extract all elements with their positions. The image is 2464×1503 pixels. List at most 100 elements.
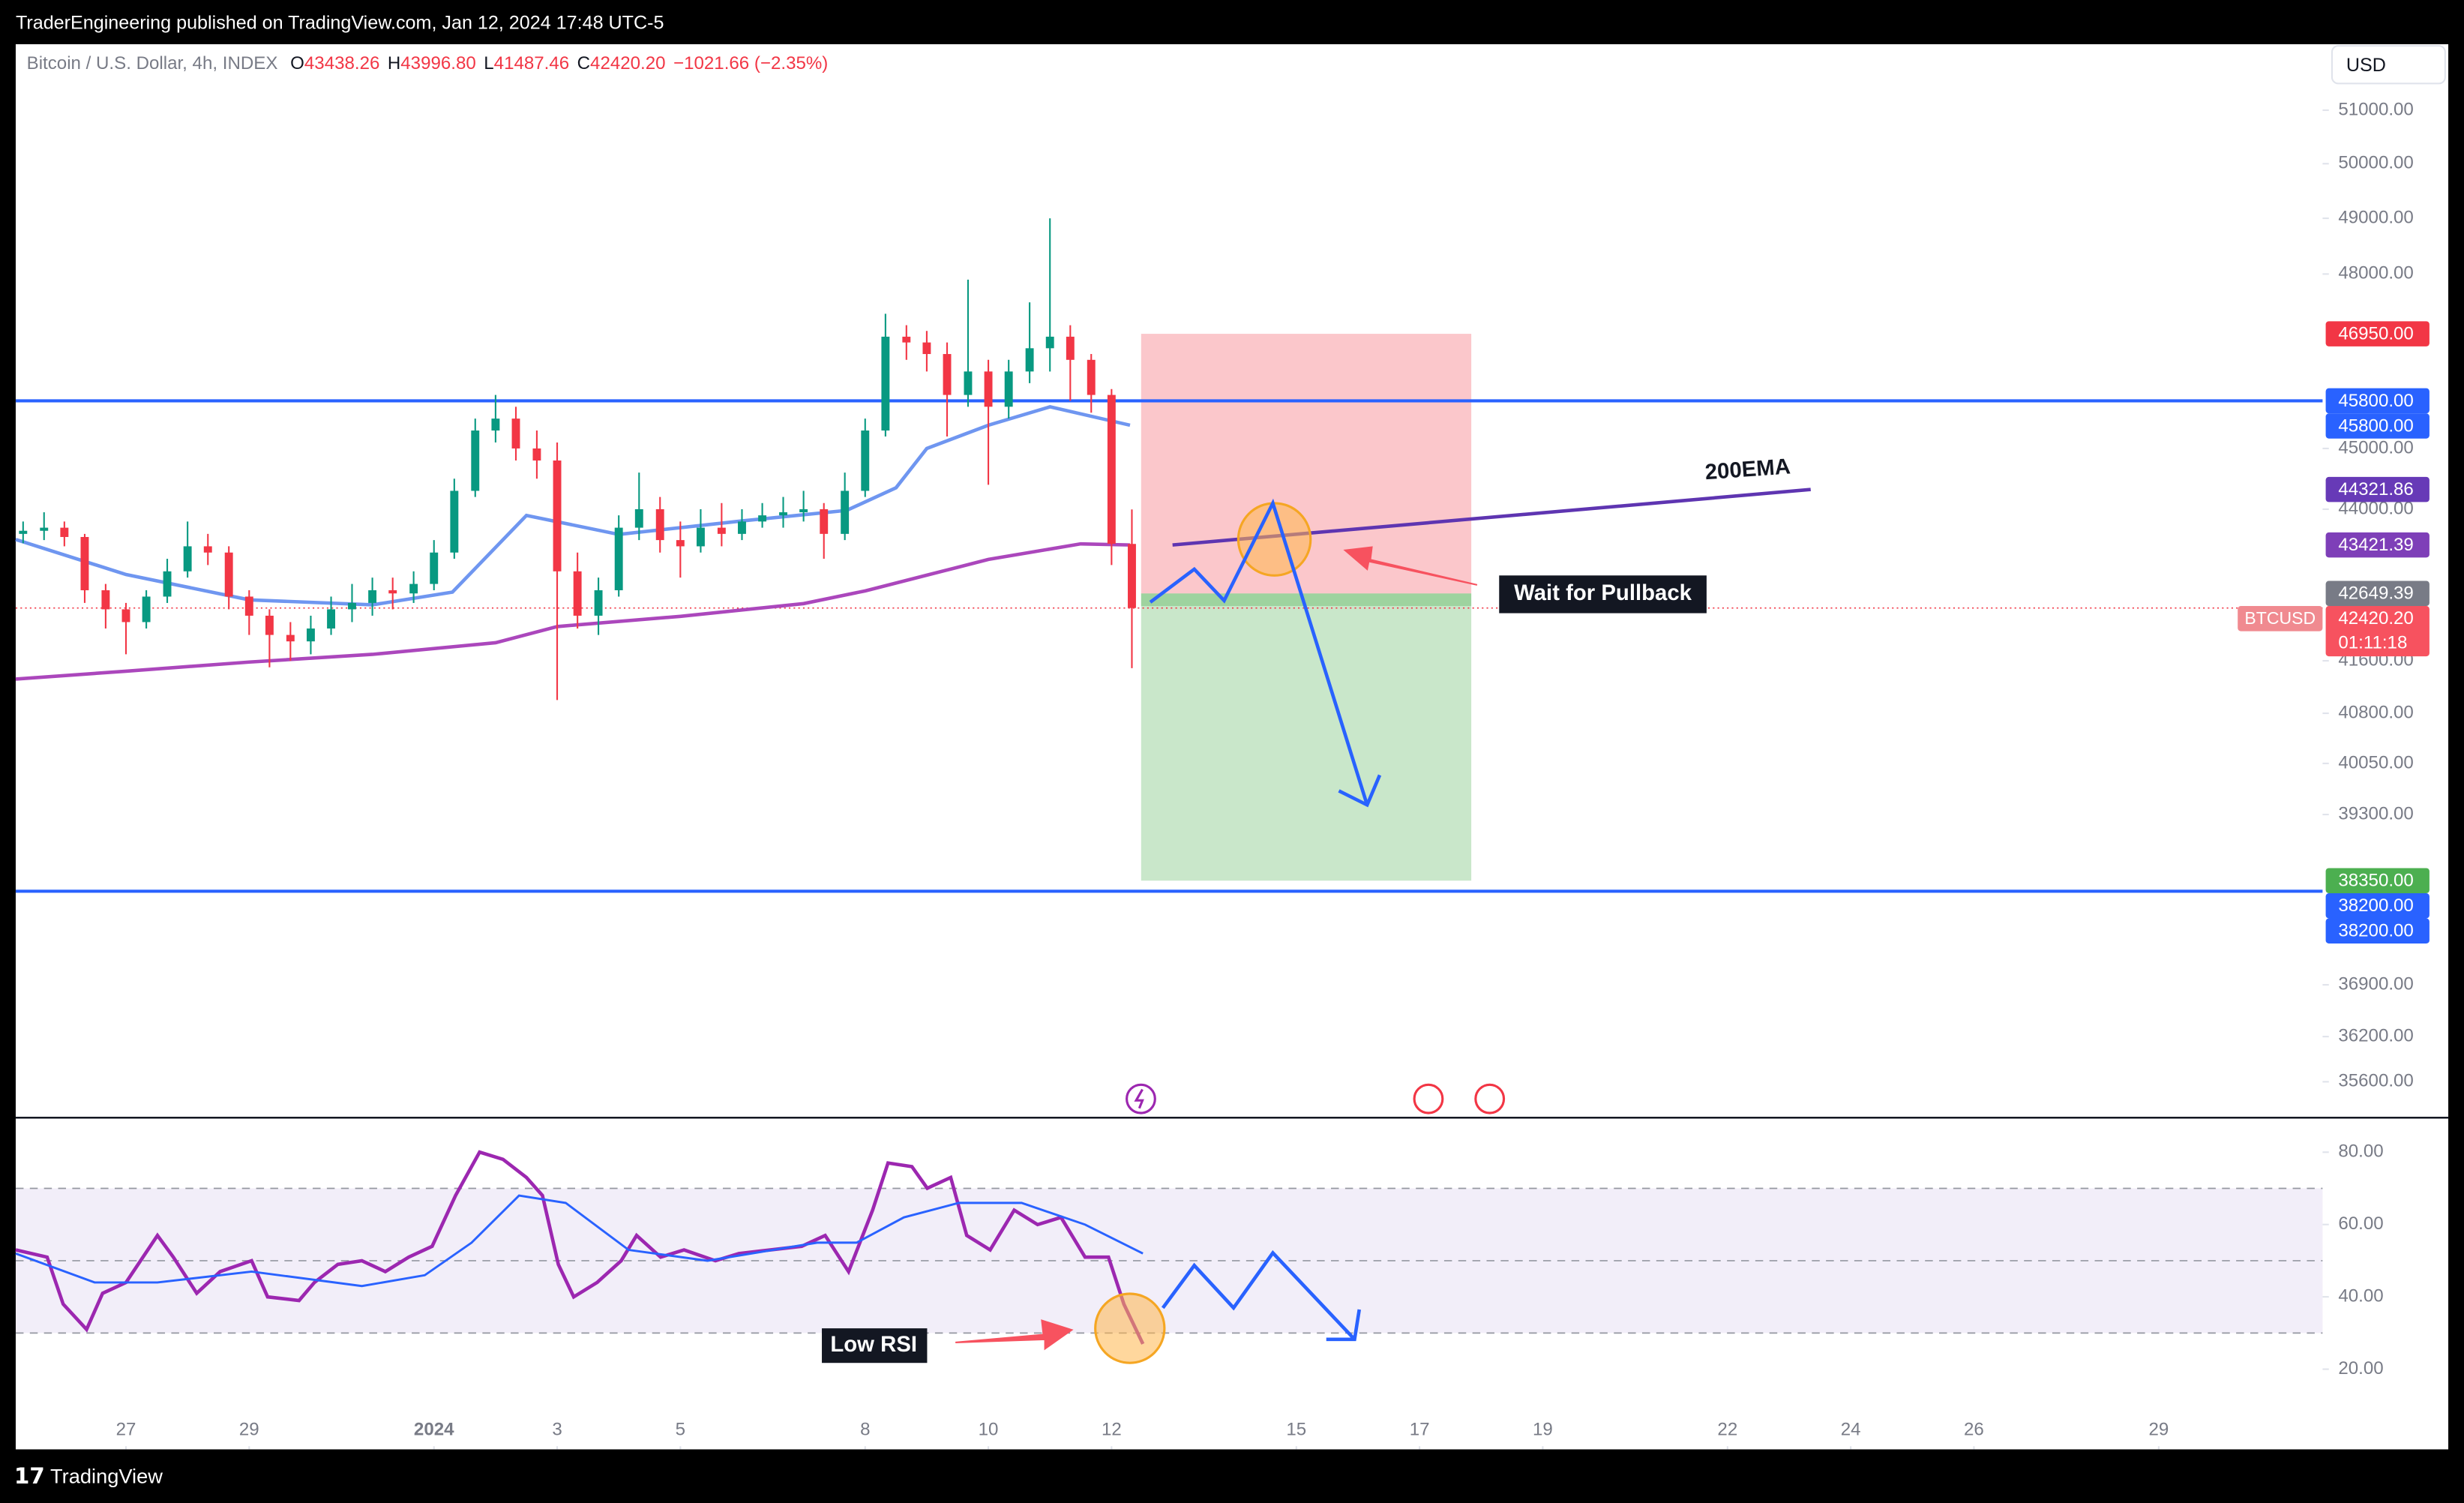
candle-body xyxy=(19,530,28,534)
candle-body xyxy=(984,371,993,407)
candle-body xyxy=(511,418,520,448)
y-tick-label: 20.00 xyxy=(2338,1358,2383,1378)
y-tick-label: 51000.00 xyxy=(2338,99,2414,119)
candle-body xyxy=(634,508,643,528)
price-label-box xyxy=(2325,868,2430,893)
chart-area xyxy=(15,44,2449,1450)
price-label-box xyxy=(2325,321,2430,346)
y-tick-label: 40800.00 xyxy=(2338,702,2414,722)
price-label-box xyxy=(2325,532,2430,558)
event-icon[interactable] xyxy=(1413,1083,1444,1114)
candle-body xyxy=(614,527,623,591)
pointer-arrow xyxy=(955,1319,1074,1351)
candle-body xyxy=(40,527,49,531)
x-tick-label: 26 xyxy=(1964,1420,1984,1440)
symbol-title: Bitcoin / U.S. Dollar, 4h, INDEX xyxy=(27,54,278,74)
price-label-box xyxy=(2325,580,2430,607)
price-label: 43421.39 xyxy=(2338,535,2414,555)
candle-body xyxy=(491,418,500,431)
candle-body xyxy=(1004,371,1013,407)
legend-value: 42420.20 xyxy=(590,54,666,74)
candle-body xyxy=(430,552,439,584)
candle-body xyxy=(758,515,767,522)
y-tick-label: 60.00 xyxy=(2338,1214,2383,1234)
event-icon-glyph xyxy=(1134,1088,1144,1109)
candle-body xyxy=(244,596,253,616)
y-tick-label: 36200.00 xyxy=(2338,1025,2414,1046)
candle-body xyxy=(943,354,952,395)
legend-key: C xyxy=(577,54,590,74)
candle-body xyxy=(409,584,418,594)
candle-body xyxy=(163,571,172,597)
candle-body xyxy=(60,527,69,537)
candle-body xyxy=(121,609,130,622)
x-tick-label: 22 xyxy=(1717,1420,1737,1440)
countdown: 01:11:18 xyxy=(2338,633,2407,653)
price-label: 45800.00 xyxy=(2338,391,2414,411)
candle-body xyxy=(450,490,459,553)
brand-name: TradingView xyxy=(50,1464,163,1487)
candle-body xyxy=(348,602,356,610)
candle-body xyxy=(696,527,705,547)
candle-body xyxy=(655,508,664,541)
candle-body xyxy=(861,430,870,491)
x-tick-label: 8 xyxy=(860,1420,870,1440)
x-tick-label: 10 xyxy=(979,1420,999,1440)
price-label-box xyxy=(2325,476,2430,502)
candle-body xyxy=(327,609,336,629)
legend-change: −1021.66 (−2.35%) xyxy=(673,54,828,74)
rsi-line xyxy=(15,1194,1144,1288)
x-tick-label: 15 xyxy=(1286,1420,1306,1440)
candle-body xyxy=(922,342,931,355)
y-tick-label: 48000.00 xyxy=(2338,263,2414,284)
x-tick-label: 17 xyxy=(1410,1420,1430,1440)
legend-value: 41487.46 xyxy=(494,54,570,74)
y-tick-label: 36900.00 xyxy=(2338,974,2414,994)
trendline-label: 200EMA xyxy=(1704,454,1791,484)
y-tick-label: 45000.00 xyxy=(2338,437,2414,458)
currency-button[interactable] xyxy=(2331,44,2446,85)
brand: 𝟭𝟳 TradingView xyxy=(14,1464,163,1489)
candle-body xyxy=(594,590,603,616)
price-label: 38200.00 xyxy=(2338,896,2414,916)
legend-key: L xyxy=(484,54,493,74)
price-label-box xyxy=(2325,413,2430,439)
x-tick-label: 5 xyxy=(676,1420,685,1440)
price-label: 42420.20 xyxy=(2338,608,2414,628)
candle-body xyxy=(265,615,274,635)
candle-body xyxy=(471,430,480,491)
legend-value: 43996.80 xyxy=(400,54,476,74)
candle-body xyxy=(964,371,973,395)
ema-line xyxy=(15,542,1131,681)
candle-body xyxy=(80,536,89,591)
x-tick-label: 29 xyxy=(2148,1420,2169,1440)
event-icon[interactable] xyxy=(1474,1083,1506,1114)
candle-body xyxy=(183,546,192,572)
legend: Bitcoin / U.S. Dollar, 4h, INDEX O43438.2… xyxy=(27,54,829,74)
y-tick-label: 49000.00 xyxy=(2338,207,2414,227)
candle-body xyxy=(881,336,890,431)
candle-body xyxy=(1107,394,1116,544)
target-zone xyxy=(1141,593,1472,881)
x-tick-label: 12 xyxy=(1102,1420,1122,1440)
annotation: Low RSI xyxy=(830,1332,917,1357)
candle-body xyxy=(224,552,233,597)
symbol-tag-box xyxy=(2238,606,2323,632)
event-icon[interactable] xyxy=(1126,1083,1156,1114)
candle-body xyxy=(799,508,808,513)
candle-body xyxy=(573,571,582,616)
candle-body xyxy=(779,512,787,516)
currency[interactable]: USD xyxy=(2346,55,2386,76)
candle-body xyxy=(717,527,726,534)
candle-body xyxy=(841,490,850,534)
candle-body xyxy=(1066,336,1075,360)
candle-body xyxy=(902,336,911,343)
price-label: 42649.39 xyxy=(2338,584,2414,604)
events xyxy=(1126,1083,1506,1114)
annotation: Wait for Pullback xyxy=(1514,580,1692,605)
x-tick-label: 29 xyxy=(239,1420,259,1440)
candle-body xyxy=(286,634,295,642)
x-tick-label: 19 xyxy=(1533,1420,1553,1440)
projection-arrowhead xyxy=(1338,774,1382,808)
